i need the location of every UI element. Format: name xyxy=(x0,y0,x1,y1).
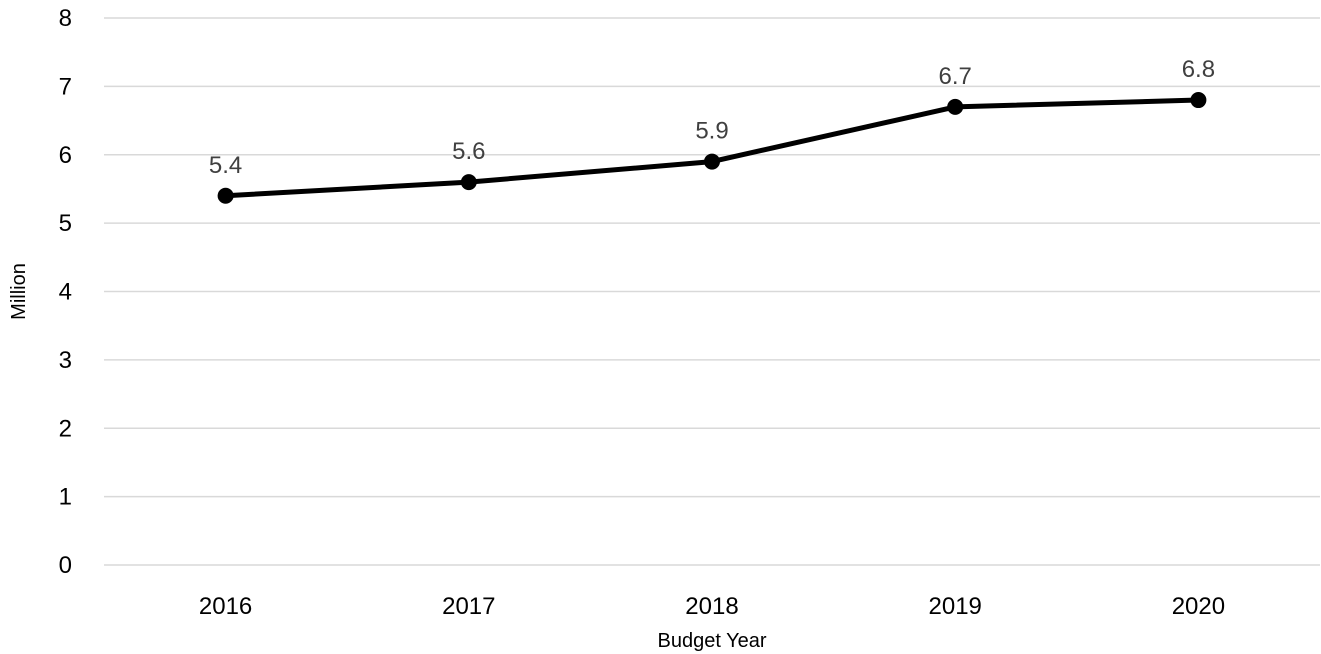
y-tick-label: 8 xyxy=(59,5,72,32)
data-point xyxy=(460,174,477,191)
x-tick-label: 2016 xyxy=(199,593,252,620)
data-label: 5.6 xyxy=(452,138,485,165)
x-tick-label: 2020 xyxy=(1172,593,1225,620)
y-tick-label: 7 xyxy=(59,73,72,100)
y-tick-label: 3 xyxy=(59,347,72,374)
y-tick-label: 5 xyxy=(59,210,72,237)
y-tick-label: 2 xyxy=(59,415,72,442)
x-axis-title: Budget Year xyxy=(658,630,767,652)
data-label: 5.4 xyxy=(209,152,242,179)
y-axis-title: Million xyxy=(8,263,30,320)
data-point xyxy=(947,98,964,115)
data-point xyxy=(1190,92,1207,109)
data-point xyxy=(704,153,720,170)
gridlines xyxy=(104,17,1320,566)
y-tick-label: 6 xyxy=(59,142,72,169)
y-tick-label: 0 xyxy=(59,552,72,579)
data-point xyxy=(217,187,234,204)
x-tick-label: 2017 xyxy=(442,593,495,620)
y-tick-label: 1 xyxy=(59,484,72,511)
series-line xyxy=(223,97,1201,199)
data-label: 5.9 xyxy=(695,118,728,145)
x-tick-label: 2019 xyxy=(929,593,982,620)
data-label: 6.8 xyxy=(1182,56,1215,83)
y-axis-tick-labels: 0 1 2 3 4 5 6 7 8 xyxy=(59,5,72,579)
data-series xyxy=(217,92,1207,204)
data-labels: 5.4 5.6 5.9 6.7 6.8 xyxy=(209,56,1215,179)
x-axis-tick-labels: 2016 2017 2018 2019 2020 xyxy=(199,593,1225,620)
data-label: 6.7 xyxy=(939,63,972,90)
x-tick-label: 2018 xyxy=(685,593,738,620)
y-tick-label: 4 xyxy=(59,279,72,306)
